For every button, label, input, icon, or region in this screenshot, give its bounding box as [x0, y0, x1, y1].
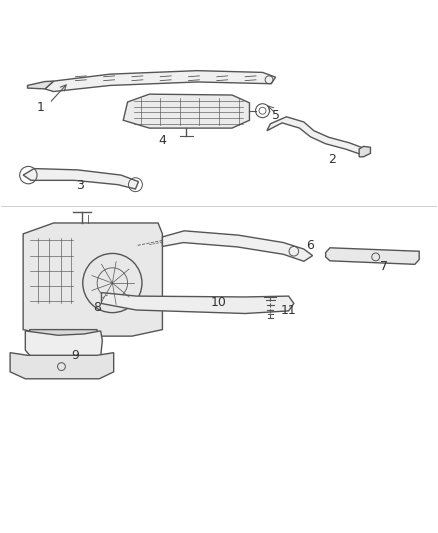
Text: 10: 10 — [211, 296, 227, 309]
Text: 7: 7 — [380, 260, 389, 273]
Polygon shape — [23, 223, 162, 336]
Polygon shape — [102, 293, 294, 313]
Polygon shape — [28, 81, 53, 89]
Polygon shape — [325, 248, 419, 264]
Polygon shape — [30, 329, 97, 347]
Polygon shape — [23, 168, 138, 189]
Text: 11: 11 — [281, 304, 297, 317]
Text: 3: 3 — [76, 180, 84, 192]
Text: 1: 1 — [37, 101, 45, 114]
Polygon shape — [45, 71, 276, 92]
Text: 6: 6 — [307, 239, 314, 252]
Polygon shape — [10, 353, 114, 379]
Text: 4: 4 — [159, 134, 166, 147]
Polygon shape — [25, 331, 102, 369]
Polygon shape — [123, 94, 250, 128]
Polygon shape — [162, 231, 313, 261]
Polygon shape — [267, 117, 364, 154]
Polygon shape — [359, 147, 371, 157]
Text: 2: 2 — [328, 154, 336, 166]
Text: 9: 9 — [71, 349, 79, 362]
Text: 8: 8 — [93, 301, 101, 314]
Text: 5: 5 — [272, 109, 279, 122]
